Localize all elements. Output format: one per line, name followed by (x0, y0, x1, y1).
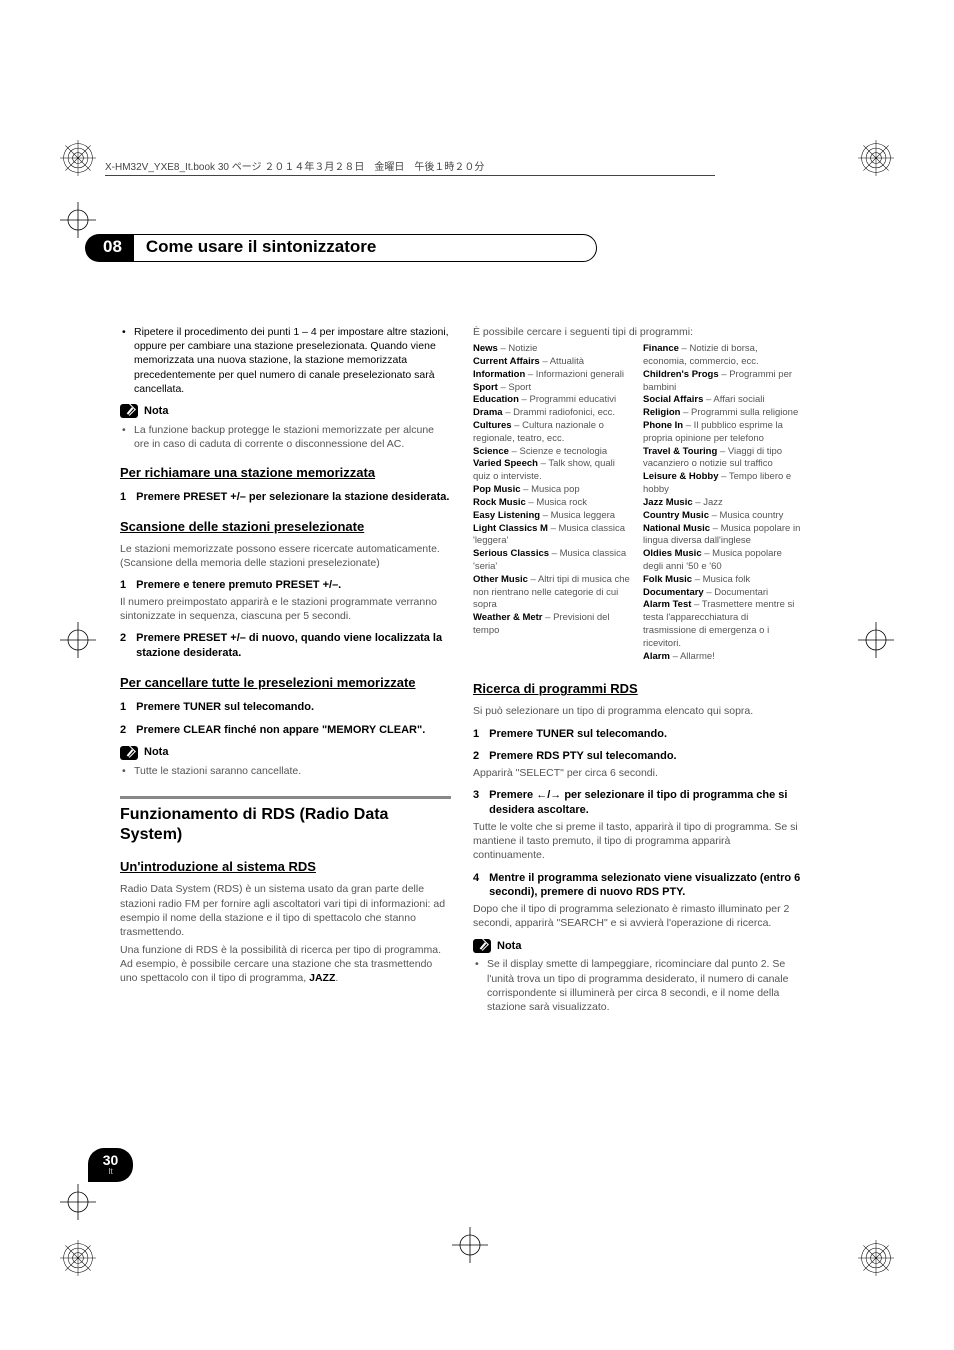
rds-type-item: Children's Progs – Programmi per bambini (643, 369, 803, 395)
page-number-badge: 30 It (88, 1148, 133, 1182)
rds-type-item: Country Music – Musica country (643, 510, 803, 523)
note-icon (120, 746, 138, 760)
note-icon (473, 939, 491, 953)
types-intro: È possibile cercare i seguenti tipi di p… (473, 325, 804, 339)
rds-type-item: Travel & Touring – Viaggi di tipo vacanz… (643, 446, 803, 472)
search-step2-body: Apparirà "SELECT" per circa 6 secondi. (473, 766, 804, 780)
search-step4: 4Mentre il programma selezionato viene v… (473, 871, 804, 901)
rds-type-item: Information – Informazioni generali (473, 369, 633, 382)
recall-step1: 1Premere PRESET +/– per selezionare la s… (120, 490, 451, 505)
rds-type-item: Current Affairs – Attualità (473, 356, 633, 369)
rds-type-item: Science – Scienze e tecnologia (473, 446, 633, 459)
crosshair-r (856, 620, 896, 660)
note-label: Nota (497, 939, 521, 954)
note-icon (120, 404, 138, 418)
search-step2: 2Premere RDS PTY sul telecomando. (473, 749, 804, 764)
rds-type-item: Sport – Sport (473, 382, 633, 395)
scan-body1: Il numero preimpostato apparirà e le sta… (120, 595, 451, 623)
rds-p2: Una funzione di RDS è la possibilità di … (120, 943, 451, 986)
search-step4-body: Dopo che il tipo di programma selezionat… (473, 902, 804, 930)
left-arrow-icon: ← (536, 789, 547, 801)
section-rds-intro: Un'introduzione al sistema RDS (120, 859, 451, 876)
search-note: Se il display smette di lampeggiare, ric… (473, 957, 804, 1014)
clear-step2: 2Premere CLEAR finché non appare "MEMORY… (120, 723, 451, 738)
clear-step1: 1Premere TUNER sul telecomando. (120, 700, 451, 715)
rds-type-item: Easy Listening – Musica leggera (473, 510, 633, 523)
note-label: Nota (144, 745, 168, 760)
crosshair-bc (450, 1225, 490, 1265)
rds-type-item: Documentary – Documentari (643, 587, 803, 600)
rds-type-item: Alarm Test – Trasmettere mentre si testa… (643, 599, 803, 650)
search-step3-body: Tutte le volte che si preme il tasto, ap… (473, 820, 804, 863)
rds-types-right: Finance – Notizie di borsa, economia, co… (643, 343, 803, 663)
rds-type-item: Education – Programmi educativi (473, 394, 633, 407)
rds-type-item: Leisure & Hobby – Tempo libero e hobby (643, 471, 803, 497)
clear-note: Tutte le stazioni saranno cancellate. (120, 764, 451, 778)
reg-mark-bl (60, 1240, 96, 1276)
scan-step1: 1Premere e tenere premuto PRESET +/–. (120, 578, 451, 593)
rds-type-item: Light Classics M – Musica classica 'legg… (473, 523, 633, 549)
rds-type-item: Phone In – Il pubblico esprime la propri… (643, 420, 803, 446)
page-number: 30 (103, 1152, 119, 1168)
reg-mark-tl (60, 140, 96, 176)
rds-type-item: Jazz Music – Jazz (643, 497, 803, 510)
scan-step2: 2Premere PRESET +/– di nuovo, quando vie… (120, 631, 451, 661)
rds-type-item: Drama – Drammi radiofonici, ecc. (473, 407, 633, 420)
rds-type-item: Serious Classics – Musica classica 'seri… (473, 548, 633, 574)
section-scan: Scansione delle stazioni preselezionate (120, 519, 451, 536)
chapter-title: Come usare il sintonizzatore (133, 234, 598, 262)
rds-type-item: Weather & Metr – Previsioni del tempo (473, 612, 633, 638)
left-column: Ripetere il procedimento dei punti 1 – 4… (120, 325, 451, 1018)
right-arrow-icon: → (550, 789, 561, 801)
rds-type-item: Pop Music – Musica pop (473, 484, 633, 497)
section-search: Ricerca di programmi RDS (473, 681, 804, 698)
rds-type-item: Other Music – Altri tipi di musica che n… (473, 574, 633, 612)
note-heading-2: Nota (120, 745, 451, 760)
rds-p1: Radio Data System (RDS) è un sistema usa… (120, 882, 451, 939)
search-step3: 3 Premere ←/→ per selezionare il tipo di… (473, 788, 804, 818)
reg-mark-tr (858, 140, 894, 176)
reg-mark-br (858, 1240, 894, 1276)
rds-type-item: Finance – Notizie di borsa, economia, co… (643, 343, 803, 369)
section-recall: Per richiamare una stazione memorizzata (120, 465, 451, 482)
rds-type-item: Social Affairs – Affari sociali (643, 394, 803, 407)
backup-note: La funzione backup protegge le stazioni … (120, 423, 451, 451)
content-area: Ripetere il procedimento dei punti 1 – 4… (120, 325, 805, 1018)
chapter-number: 08 (85, 234, 134, 262)
rds-type-item: Religion – Programmi sulla religione (643, 407, 803, 420)
page-lang: It (88, 1167, 133, 1176)
note-label: Nota (144, 404, 168, 419)
scan-intro: Le stazioni memorizzate possono essere r… (120, 542, 451, 570)
rds-type-item: Cultures – Cultura nazionale o regionale… (473, 420, 633, 446)
rds-type-columns: News – NotizieCurrent Affairs – Attualit… (473, 343, 804, 663)
rds-type-item: Folk Music – Musica folk (643, 574, 803, 587)
rds-type-item: Rock Music – Musica rock (473, 497, 633, 510)
note-heading-1: Nota (120, 404, 451, 419)
rds-type-item: Alarm – Allarme! (643, 651, 803, 664)
rds-section-title: Funzionamento di RDS (Radio Data System) (120, 796, 451, 845)
right-column: È possibile cercare i seguenti tipi di p… (473, 325, 804, 1018)
section-clear: Per cancellare tutte le preselezioni mem… (120, 675, 451, 692)
repeat-bullet: Ripetere il procedimento dei punti 1 – 4… (120, 325, 451, 396)
crosshair-bl (58, 1182, 98, 1222)
book-header-line: X-HM32V_YXE8_It.book 30 ページ ２０１４年３月２８日 金… (105, 158, 715, 176)
search-step1: 1Premere TUNER sul telecomando. (473, 727, 804, 742)
chapter-bar: 08 Come usare il sintonizzatore (85, 234, 775, 262)
rds-type-item: National Music – Musica popolare in ling… (643, 523, 803, 549)
rds-type-item: Varied Speech – Talk show, quali quiz o … (473, 458, 633, 484)
rds-type-item: Oldies Music – Musica popolare degli ann… (643, 548, 803, 574)
note-heading-3: Nota (473, 939, 804, 954)
rds-types-left: News – NotizieCurrent Affairs – Attualit… (473, 343, 633, 663)
rds-type-item: News – Notizie (473, 343, 633, 356)
crosshair-l (58, 620, 98, 660)
search-intro: Si può selezionare un tipo di programma … (473, 704, 804, 718)
